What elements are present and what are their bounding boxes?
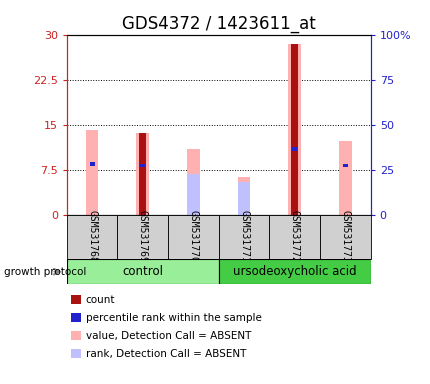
Text: GSM531770: GSM531770 (188, 210, 198, 263)
Text: percentile rank within the sample: percentile rank within the sample (86, 313, 261, 323)
Bar (139, 132, 146, 215)
Bar (187, 174, 199, 215)
Bar (218, 259, 370, 284)
Bar (291, 44, 298, 215)
Bar (238, 182, 249, 215)
Bar (140, 164, 145, 167)
Bar (67, 259, 218, 284)
Bar (292, 147, 297, 151)
Bar (136, 132, 149, 215)
Bar (237, 177, 250, 215)
Bar (269, 215, 319, 259)
Text: value, Detection Call = ABSENT: value, Detection Call = ABSENT (86, 331, 251, 341)
Text: GSM531772: GSM531772 (289, 210, 299, 263)
Text: GSM531771: GSM531771 (239, 210, 249, 263)
Bar (117, 215, 168, 259)
Bar (187, 149, 199, 215)
Bar (342, 164, 347, 167)
Bar (86, 130, 98, 215)
Text: growth protocol: growth protocol (4, 266, 86, 277)
Bar (319, 215, 370, 259)
Bar (288, 44, 300, 215)
Bar (338, 141, 351, 215)
Bar (89, 162, 95, 166)
Bar (67, 215, 117, 259)
Title: GDS4372 / 1423611_at: GDS4372 / 1423611_at (122, 15, 315, 33)
Text: ursodeoxycholic acid: ursodeoxycholic acid (232, 265, 356, 278)
Text: GSM531768: GSM531768 (87, 210, 97, 263)
Text: control: control (122, 265, 163, 278)
Bar (168, 215, 218, 259)
Text: GSM531769: GSM531769 (138, 210, 147, 263)
Text: count: count (86, 295, 115, 305)
Text: rank, Detection Call = ABSENT: rank, Detection Call = ABSENT (86, 349, 246, 359)
Text: GSM531773: GSM531773 (340, 210, 350, 263)
Bar (218, 215, 269, 259)
